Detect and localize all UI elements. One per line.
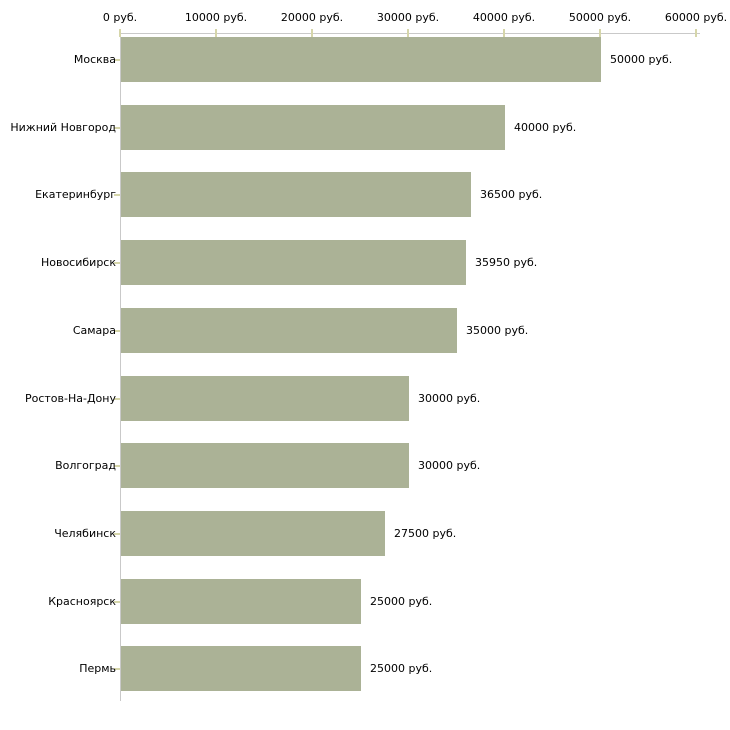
y-tick-mark xyxy=(114,261,120,264)
value-label: 27500 руб. xyxy=(394,526,457,540)
value-label: 30000 руб. xyxy=(418,391,481,405)
x-tick-label: 10000 руб. xyxy=(184,11,248,24)
x-tick-mark xyxy=(503,29,505,37)
category-label: Нижний Новгород xyxy=(10,120,116,134)
category-label: Москва xyxy=(73,52,116,66)
category-label: Ростов-На-Дону xyxy=(24,391,116,405)
bar xyxy=(121,443,409,488)
value-label: 40000 руб. xyxy=(514,120,577,134)
bar xyxy=(121,376,409,421)
y-tick-mark xyxy=(114,600,120,603)
value-label: 30000 руб. xyxy=(418,458,481,472)
x-tick-mark xyxy=(119,29,121,37)
value-label: 35950 руб. xyxy=(475,255,538,269)
bar xyxy=(121,172,471,217)
y-tick-mark xyxy=(114,464,120,467)
category-label: Красноярск xyxy=(48,594,116,608)
value-label: 35000 руб. xyxy=(466,323,529,337)
x-tick-mark xyxy=(311,29,313,37)
x-tick-label: 0 руб. xyxy=(102,11,138,24)
x-tick-mark xyxy=(599,29,601,37)
x-tick-label: 40000 руб. xyxy=(472,11,536,24)
x-tick-mark xyxy=(215,29,217,37)
x-tick-mark xyxy=(407,29,409,37)
value-label: 25000 руб. xyxy=(370,661,433,675)
x-tick-label: 30000 руб. xyxy=(376,11,440,24)
y-axis-line xyxy=(120,33,121,701)
category-label: Пермь xyxy=(79,661,116,675)
y-tick-mark xyxy=(114,126,120,129)
bar xyxy=(121,646,361,691)
bar xyxy=(121,37,601,82)
y-tick-mark xyxy=(114,58,120,61)
x-tick-label: 60000 руб. xyxy=(664,11,728,24)
x-tick-mark xyxy=(695,29,697,37)
bar xyxy=(121,579,361,624)
x-tick-label: 50000 руб. xyxy=(568,11,632,24)
y-tick-mark xyxy=(114,193,120,196)
bar xyxy=(121,240,466,285)
x-axis-line xyxy=(120,33,700,34)
category-label: Волгоград xyxy=(55,458,116,472)
y-tick-mark xyxy=(114,532,120,535)
bar xyxy=(121,308,457,353)
y-tick-mark xyxy=(114,397,120,400)
value-label: 36500 руб. xyxy=(480,187,543,201)
y-tick-mark xyxy=(114,329,120,332)
category-label: Самара xyxy=(72,323,116,337)
bar xyxy=(121,105,505,150)
x-tick-label: 20000 руб. xyxy=(280,11,344,24)
category-label: Екатеринбург xyxy=(35,187,116,201)
category-label: Челябинск xyxy=(54,526,116,540)
value-label: 50000 руб. xyxy=(610,52,673,66)
value-label: 25000 руб. xyxy=(370,594,433,608)
category-label: Новосибирск xyxy=(40,255,116,269)
bar xyxy=(121,511,385,556)
y-tick-mark xyxy=(114,667,120,670)
